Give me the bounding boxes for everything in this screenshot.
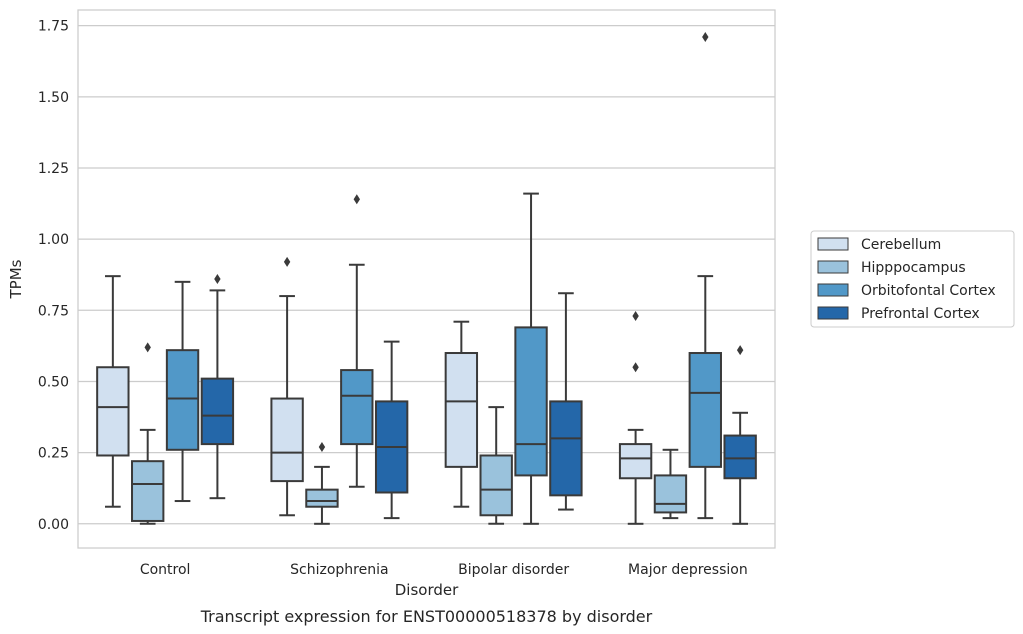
- box-group: [270, 194, 409, 525]
- legend-label: Hipppocampus: [861, 260, 966, 276]
- box-group: [444, 192, 583, 525]
- x-tick-labels: Control Schizophrenia Bipolar disorder Majo…: [140, 562, 748, 578]
- legend-swatch: [817, 306, 849, 320]
- chart-title: Transcript expression for ENST0000051837…: [200, 607, 653, 626]
- box-groups: [96, 32, 757, 525]
- outlier-point: [353, 194, 360, 205]
- outlier-point: [632, 311, 639, 322]
- box: [270, 397, 304, 483]
- legend-label: Prefrontal Cortex: [861, 306, 980, 322]
- y-tick-label: 1.00: [38, 232, 69, 248]
- box-group: [618, 32, 757, 525]
- y-tick-label: 1.75: [38, 19, 69, 35]
- legend-swatch: [817, 260, 849, 274]
- legend-label: Orbitofontal Cortex: [861, 283, 996, 299]
- x-tick-label: Schizophrenia: [290, 562, 388, 578]
- box: [618, 443, 653, 480]
- box-group: [96, 274, 235, 525]
- legend: Cerebellum Hipppocampus Orbitofontal Corte…: [810, 230, 1015, 328]
- legend-swatch: [817, 283, 849, 297]
- box: [96, 366, 130, 457]
- box: [131, 460, 165, 522]
- x-tick-label: Control: [140, 562, 191, 578]
- outlier-point: [736, 345, 744, 356]
- x-tick-label: Major depression: [628, 562, 748, 578]
- box: [479, 454, 513, 517]
- y-axis-label: TPMs: [7, 259, 25, 299]
- y-tick-label: 1.50: [38, 90, 69, 106]
- outlier-point: [702, 32, 709, 43]
- y-tick-label: 0.25: [38, 446, 69, 462]
- box: [688, 352, 722, 468]
- y-tick-label: 0.00: [38, 517, 69, 533]
- legend-swatch: [817, 237, 849, 251]
- box: [305, 488, 339, 508]
- box: [200, 377, 235, 446]
- y-tick-labels: 0.00 0.25 0.50 0.75 1.00 1.25 1.50 1.75: [38, 19, 69, 533]
- x-axis-label: Disorder: [395, 581, 459, 599]
- legend-label: Cerebellum: [861, 237, 941, 253]
- outlier-point: [318, 441, 326, 452]
- y-tick-label: 0.50: [38, 374, 69, 390]
- box: [340, 369, 374, 446]
- y-tick-label: 1.25: [38, 161, 69, 177]
- y-tick-label: 0.75: [38, 303, 69, 319]
- outlier-point: [632, 362, 639, 373]
- outlier-point: [214, 274, 221, 284]
- outlier-point: [144, 342, 151, 353]
- box: [653, 474, 688, 514]
- box: [444, 352, 479, 468]
- plot-frame: [77, 9, 776, 549]
- outlier-point: [283, 256, 291, 267]
- legend-frame: [810, 230, 1015, 328]
- box: [549, 400, 583, 497]
- box: [514, 326, 548, 477]
- x-tick-label: Bipolar disorder: [458, 562, 569, 578]
- box: [165, 349, 200, 451]
- box: [723, 434, 757, 480]
